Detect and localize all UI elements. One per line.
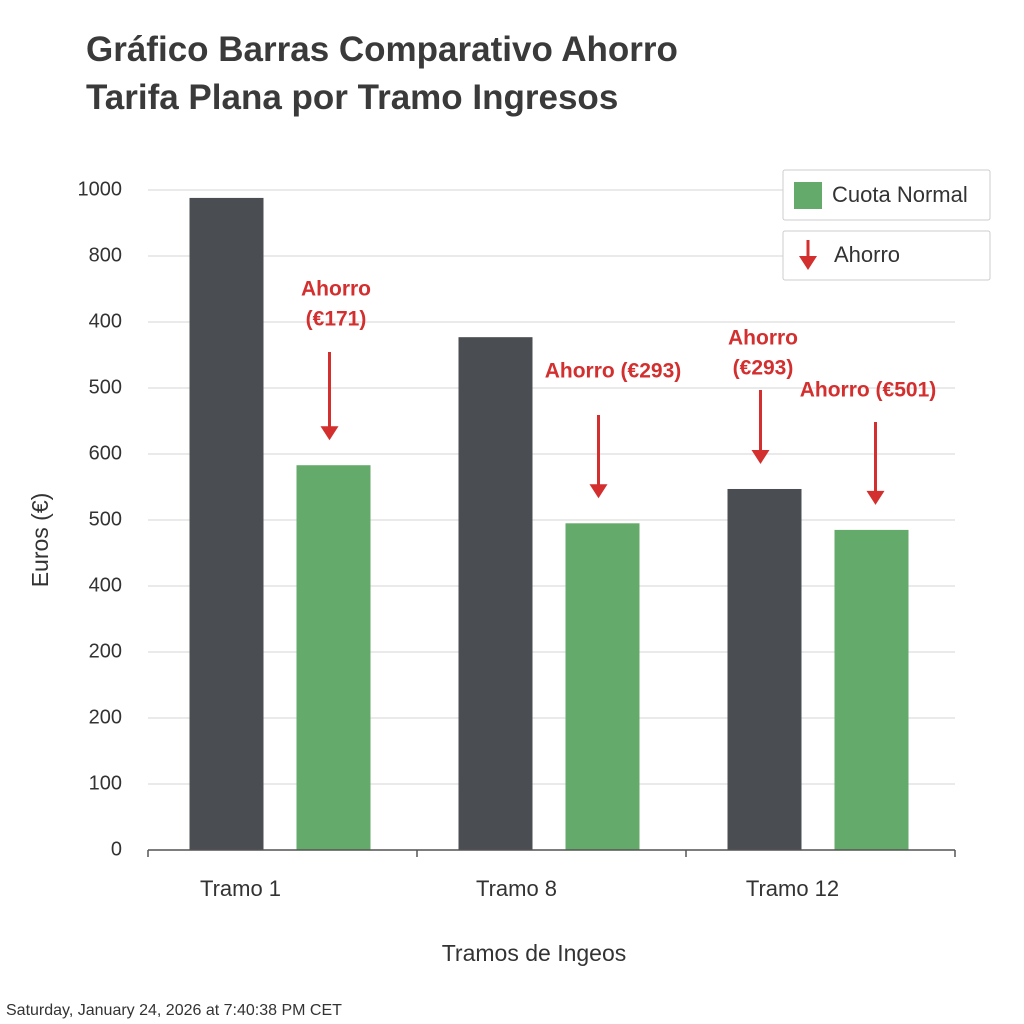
y-tick-label: 400 xyxy=(89,574,122,596)
y-tick-label: 400 xyxy=(89,310,122,332)
footer: Saturday, January 24, 2026 at 7:40:38 PM… xyxy=(6,1002,342,1019)
annotation-arrow-head xyxy=(751,449,770,464)
y-tick-label: 500 xyxy=(89,376,122,398)
legend-swatch xyxy=(794,182,822,209)
legend-label: Cuota Normal xyxy=(832,182,968,207)
annotation: Ahorro xyxy=(301,278,371,301)
legend-arrow-head xyxy=(799,256,817,270)
x-tick-label: Tramo 8 xyxy=(476,876,557,901)
annotation: (€171) xyxy=(306,308,367,331)
bar xyxy=(296,465,371,850)
bar xyxy=(189,197,264,851)
annotation-arrow-head xyxy=(589,484,608,499)
legend-label: Ahorro xyxy=(834,242,900,267)
y-tick-label: 1000 xyxy=(78,178,123,200)
bar xyxy=(727,488,802,850)
x-tick-label: Tramo 12 xyxy=(746,876,839,901)
y-tick-label: 0 xyxy=(111,838,122,860)
y-tick-label: 600 xyxy=(89,442,122,464)
legend-box xyxy=(782,169,991,221)
bar xyxy=(565,523,640,850)
x-axis-label: Tramos de Ingeos xyxy=(442,940,627,966)
bar xyxy=(834,529,909,850)
annotation: (€293) xyxy=(733,357,794,380)
x-tick-label: Tramo 1 xyxy=(200,876,281,901)
y-tick-label: 800 xyxy=(89,244,122,266)
y-tick-label: 500 xyxy=(89,508,122,530)
y-axis-label: Euros (€) xyxy=(27,493,53,588)
annotation: Ahorro (€501) xyxy=(800,379,937,402)
chart: Tramos de Ingeos Euros (€) 0 100 200 200 400… xyxy=(27,169,991,966)
y-tick-label: 200 xyxy=(89,706,122,728)
annotation: Ahorro xyxy=(728,327,798,350)
y-tick-label: 100 xyxy=(89,772,122,794)
annotation: Ahorro (€293) xyxy=(545,360,682,383)
annotation-arrow-head xyxy=(320,426,339,441)
chart-title: Gráfico Barras Comparativo Ahorro Tarifa… xyxy=(86,30,678,117)
y-tick-label: 200 xyxy=(89,640,122,662)
legend-box xyxy=(782,230,991,281)
bar xyxy=(458,337,533,850)
annotation-arrow-head xyxy=(866,490,885,505)
